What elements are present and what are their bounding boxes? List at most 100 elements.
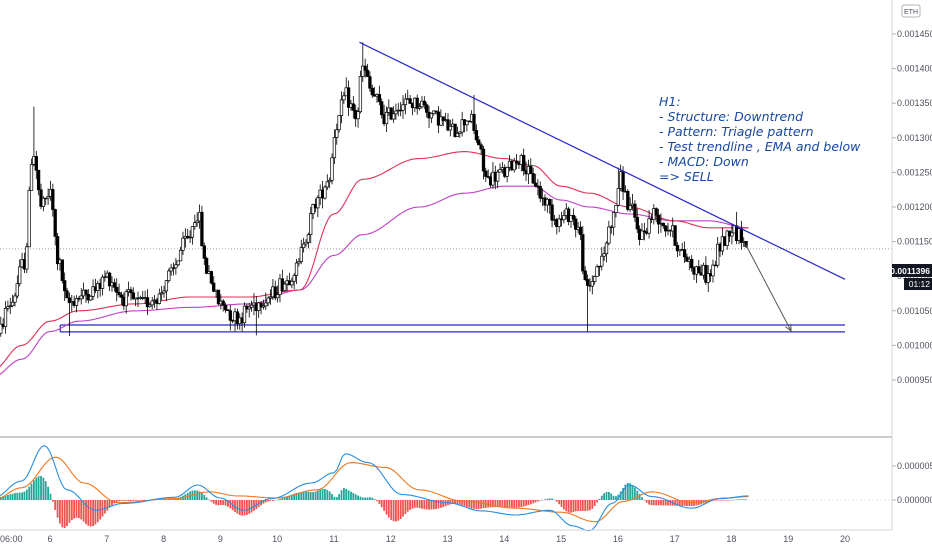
macd-line [0, 444, 749, 532]
candle-bull [176, 260, 180, 266]
candle-bull [593, 276, 597, 282]
macd-hist-bar-pos [745, 499, 747, 500]
candle-bear [633, 203, 637, 218]
macd-hist-bar-neg [404, 500, 407, 514]
note-line: => SELL [659, 169, 714, 184]
time-axis[interactable]: 06:00 6 7 8 9 10 11 12 13 14 15 16 17 18 19 20 [0, 534, 850, 544]
candle-bear [346, 87, 351, 108]
macd-hist-bar-neg [473, 500, 475, 509]
macd-hist-bar-neg [264, 500, 267, 503]
candle-bear [119, 294, 124, 298]
candle-bull [91, 286, 95, 297]
macd-hist-bar-neg [70, 500, 73, 521]
macd-hist-bar-neg [111, 500, 113, 506]
candle-bull [311, 204, 315, 215]
candle-bull [498, 169, 502, 173]
price-pane[interactable] [0, 41, 892, 376]
candle-bear [581, 234, 585, 272]
candle-bull [496, 171, 500, 182]
macd-hist-bar-neg [503, 500, 506, 508]
candle-bear [415, 97, 419, 109]
macd-hist-bar-neg [589, 500, 591, 511]
macd-hist-bar-neg [482, 500, 485, 509]
candle-bull [247, 306, 251, 310]
candle-bear [548, 198, 552, 206]
macd-hist-bar-pos [21, 492, 23, 500]
macd-hist-bar-neg [54, 500, 57, 510]
macd-hist-bar-pos [641, 497, 643, 500]
macd-hist-bar-pos [335, 497, 338, 500]
macd-hist-bar-pos [293, 493, 296, 500]
candle-bull [330, 157, 334, 181]
note-line: - Test trendline , EMA and below [659, 139, 861, 154]
macd-hist-bar-neg [563, 500, 565, 510]
candle-bull [640, 230, 644, 240]
macd-hist-bar-pos [742, 499, 745, 500]
macd-pane[interactable] [0, 444, 892, 532]
macd-hist-bar-neg [274, 500, 277, 501]
macd-hist-bar-neg [678, 500, 681, 506]
macd-hist-bar-neg [78, 500, 80, 519]
macd-hist-bar-neg [127, 500, 130, 501]
macd-hist-bar-pos [295, 493, 298, 500]
current-price-label: 0.0011396 [890, 266, 930, 276]
macd-hist-bar-pos [312, 492, 314, 500]
macd-hist-bar-neg [579, 500, 582, 511]
macd-hist-bar-neg [215, 500, 217, 505]
candle-bear [642, 230, 647, 233]
candle-bear [129, 289, 133, 294]
macd-hist-bar-pos [47, 486, 49, 500]
macd-hist-bar-neg [451, 500, 454, 504]
macd-hist-bar-neg [108, 500, 111, 508]
candle-bull [616, 188, 620, 206]
macd-hist-bar-neg [686, 500, 688, 506]
macd-hist-bar-neg [643, 500, 646, 501]
macd-hist-bar-pos [279, 499, 281, 500]
macd-hist-bar-neg [387, 500, 390, 518]
analysis-note[interactable]: H1: - Structure: Downtrend - Pattern: Tr… [659, 94, 861, 184]
macd-hist-bar-neg [506, 500, 508, 508]
candle-bull [268, 296, 273, 299]
macd-hist-bar-neg [236, 500, 239, 514]
candle-bull [18, 266, 22, 285]
candle-bear [654, 208, 658, 216]
ema-fast-line [0, 151, 749, 368]
macd-hist-bar-pos [30, 483, 33, 500]
macd-hist-bar-pos [28, 486, 31, 500]
projection-arrow[interactable] [745, 244, 792, 332]
macd-hist-bar-neg [82, 500, 85, 522]
candle-bull [403, 98, 408, 106]
macd-hist-bar-neg [584, 500, 587, 511]
macd-hist-bar-pos [307, 491, 310, 500]
candle-bull [337, 115, 341, 131]
candle-bear [216, 289, 221, 305]
time-tick-label: 18 [726, 534, 736, 544]
candle-bull [294, 262, 299, 276]
macd-hist-bar-neg [650, 500, 653, 506]
candle-bull [169, 267, 173, 272]
candle-bull [455, 133, 460, 137]
projection-arrowhead [785, 323, 792, 332]
macd-hist-bar-pos [201, 492, 203, 500]
price-tick-label: 0.0012000 [897, 202, 932, 212]
time-tick-label: 17 [670, 534, 680, 544]
candle-bear [585, 279, 590, 286]
candle-bull [328, 179, 332, 183]
candle-bull [647, 218, 651, 234]
candle-bear [675, 245, 680, 252]
macd-hist-bar-pos [23, 491, 26, 500]
macd-hist-bar-neg [508, 500, 511, 508]
downtrend-line[interactable] [359, 41, 846, 280]
symbol-badge[interactable]: ETH [901, 4, 921, 18]
macd-hist-bar-neg [716, 500, 719, 501]
candle-bear [36, 169, 41, 191]
macd-hist-bar-neg [253, 500, 255, 511]
macd-hist-bar-pos [735, 499, 738, 501]
macd-hist-bar-neg [572, 500, 575, 512]
macd-hist-bar-pos [203, 494, 206, 500]
macd-hist-bar-neg [574, 500, 577, 512]
macd-hist-bar-pos [619, 491, 622, 500]
note-line: H1: [659, 94, 681, 109]
candle-bull [611, 212, 616, 228]
